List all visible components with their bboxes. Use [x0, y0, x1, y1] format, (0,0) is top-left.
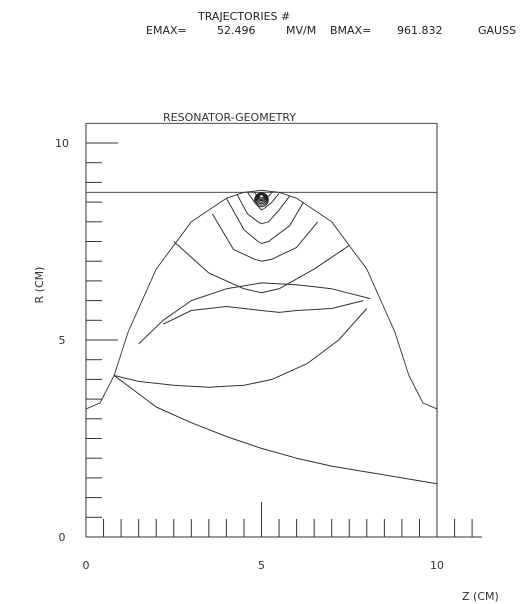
trajectory-10	[236, 193, 290, 225]
x-tick-label: 5	[258, 559, 265, 572]
x-tick-label: 10	[430, 559, 444, 572]
bmax-unit: GAUSS	[478, 24, 517, 37]
trajectory-5	[138, 282, 371, 345]
trajectory-6	[162, 300, 364, 325]
bmax-value: 961.832	[397, 24, 443, 37]
header-title: TRAJECTORIES #	[198, 10, 291, 23]
trajectory-4	[113, 308, 368, 388]
trajectory-8	[211, 213, 319, 262]
emax-label: EMAX=	[146, 24, 187, 37]
x-tick-label: 0	[83, 559, 90, 572]
trajectory-11	[247, 192, 280, 211]
cavity-wall-0	[85, 189, 438, 410]
y-tick-label: 5	[59, 334, 66, 347]
trajectory-3	[113, 375, 438, 485]
y-axis-label: R (CM)	[33, 267, 46, 304]
bmax-label: BMAX=	[330, 24, 372, 37]
trajectory-7	[173, 241, 350, 294]
curves	[85, 122, 438, 485]
y-tick-label: 0	[59, 531, 66, 544]
trajectory-cluster-loop	[254, 192, 269, 208]
emax-value: 52.496	[217, 24, 256, 37]
chart-title: RESONATOR-GEOMETRY	[163, 111, 296, 124]
axes: 0 5 10 0 5 10	[55, 123, 482, 572]
x-axis-label: Z (CM)	[462, 590, 499, 603]
trajectory-9	[225, 197, 305, 244]
y-tick-label: 10	[55, 137, 69, 150]
emax-unit: MV/M	[286, 24, 317, 37]
